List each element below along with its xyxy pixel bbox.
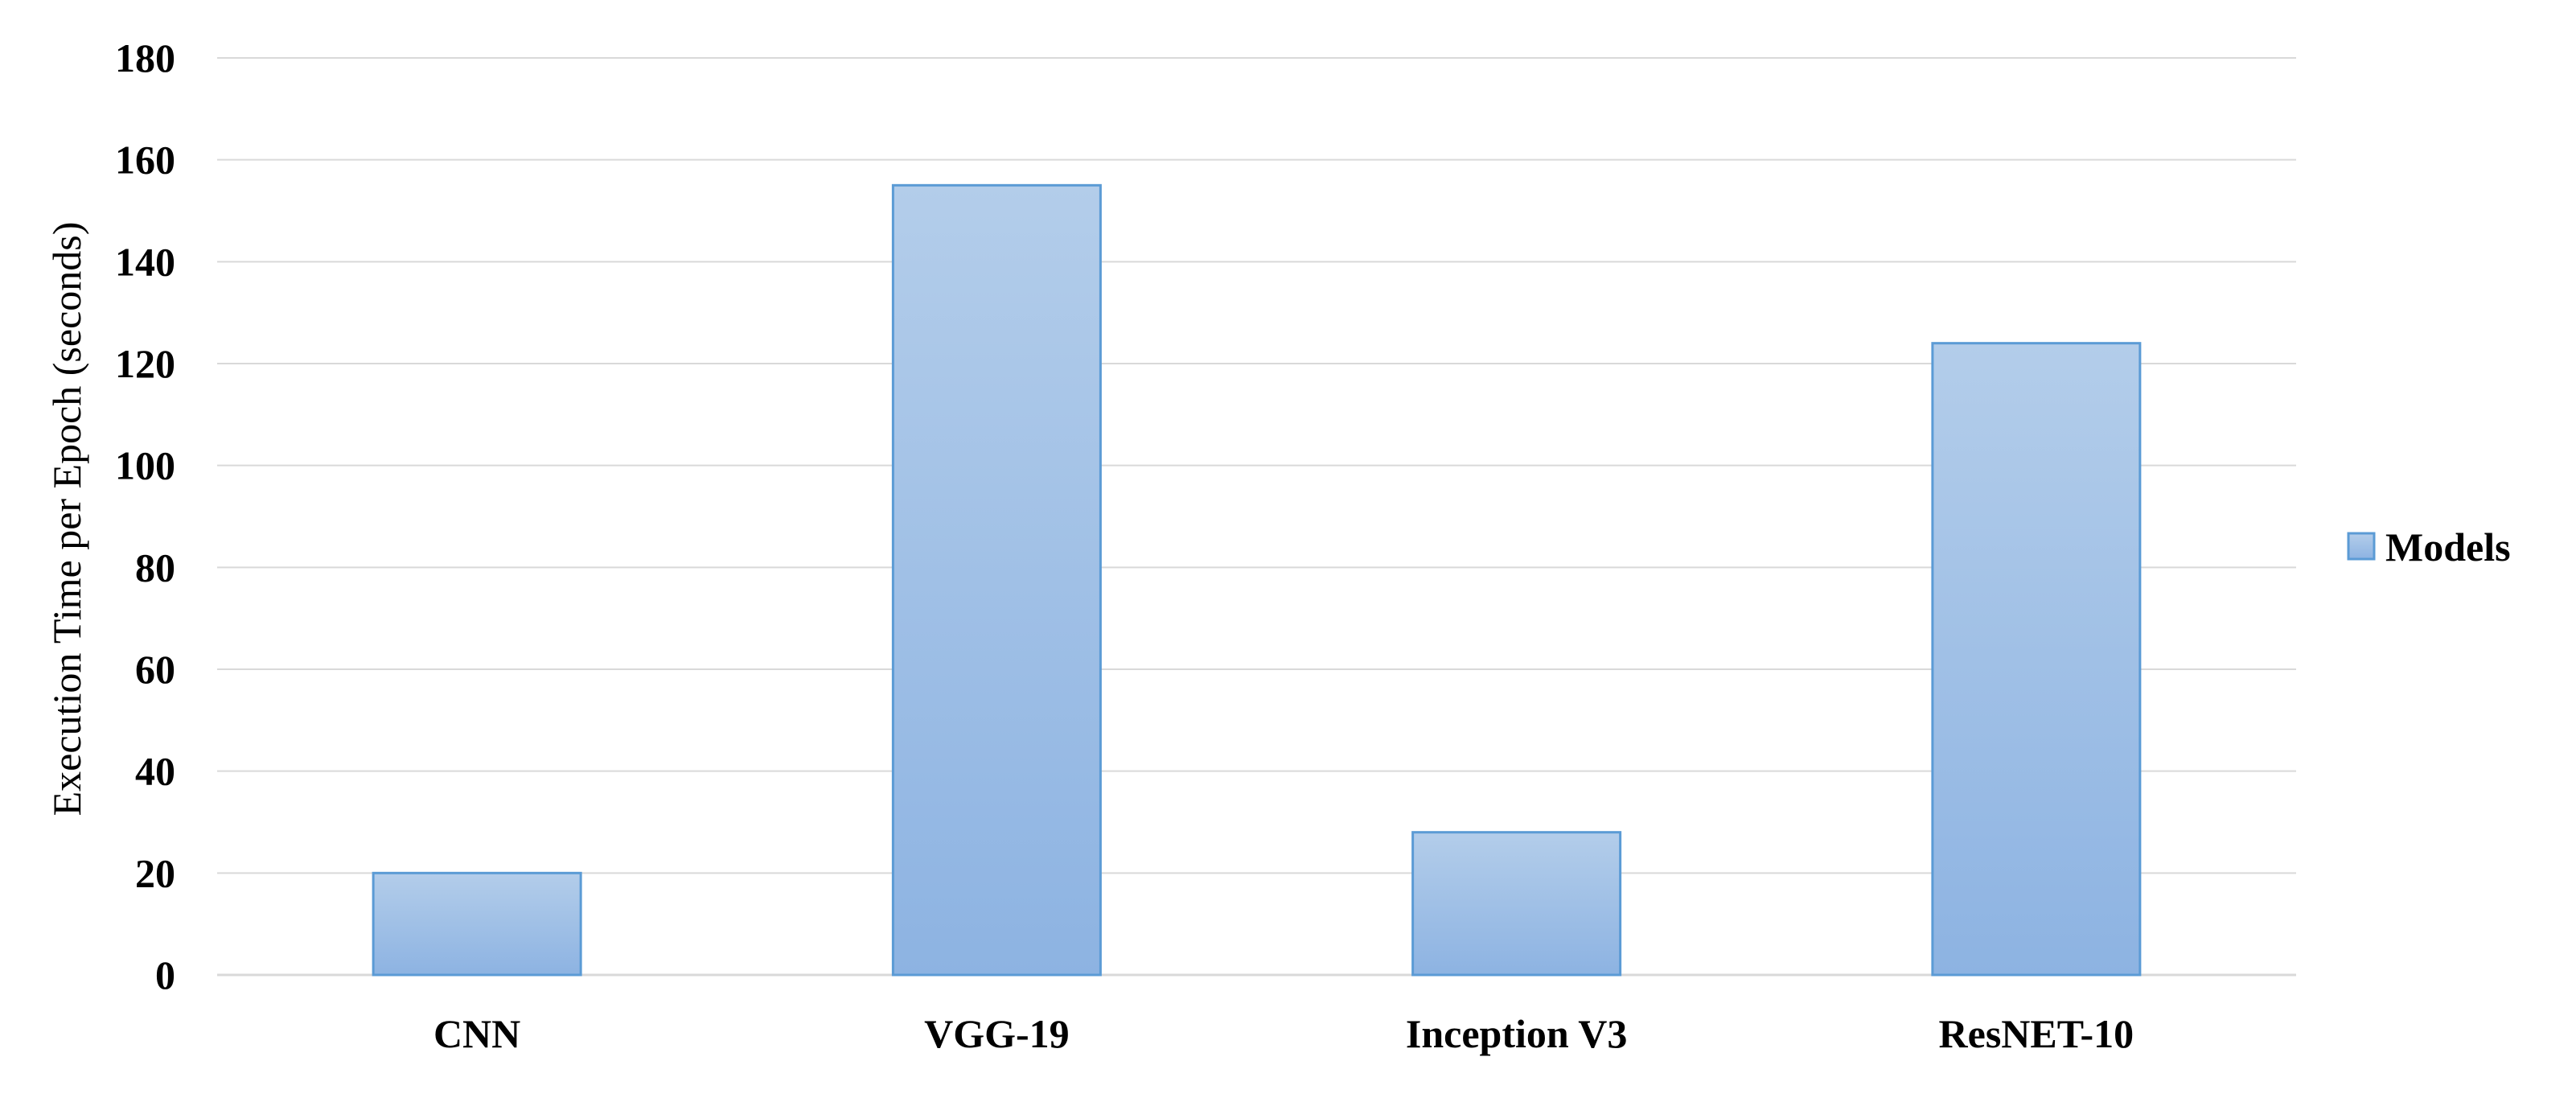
- y-tick-label: 140: [115, 239, 175, 284]
- x-tick-label: VGG-19: [924, 1011, 1070, 1056]
- x-tick-label: ResNET-10: [1939, 1011, 2134, 1056]
- y-tick-label: 160: [115, 138, 175, 183]
- y-axis-label: Execution Time per Epoch (seconds): [44, 222, 89, 816]
- y-tick-label: 20: [135, 850, 175, 895]
- y-tick-label: 40: [135, 749, 175, 794]
- bar-vgg-19: [891, 183, 1102, 977]
- bar-cnn: [372, 871, 582, 977]
- x-axis-ticks: CNN VGG-19 Inception V3 ResNET-10: [433, 1011, 2134, 1056]
- legend-label: Models: [2385, 524, 2511, 570]
- bars: [372, 183, 2142, 977]
- y-tick-label: 100: [115, 443, 175, 488]
- y-tick-label: 60: [135, 647, 175, 692]
- bar-inception-v3: [1411, 831, 1622, 977]
- y-tick-label: 180: [115, 35, 175, 80]
- legend-swatch: [2347, 532, 2376, 561]
- y-tick-label: 120: [115, 341, 175, 386]
- bar-resnet-10: [1931, 342, 2142, 977]
- x-tick-label: Inception V3: [1406, 1011, 1628, 1056]
- x-tick-label: CNN: [433, 1011, 520, 1056]
- y-tick-label: 0: [155, 952, 175, 997]
- y-tick-label: 80: [135, 545, 175, 590]
- y-axis-ticks: 0 20 40 60 80 100 120 140 160 180: [115, 35, 175, 997]
- legend: Models: [2347, 524, 2511, 570]
